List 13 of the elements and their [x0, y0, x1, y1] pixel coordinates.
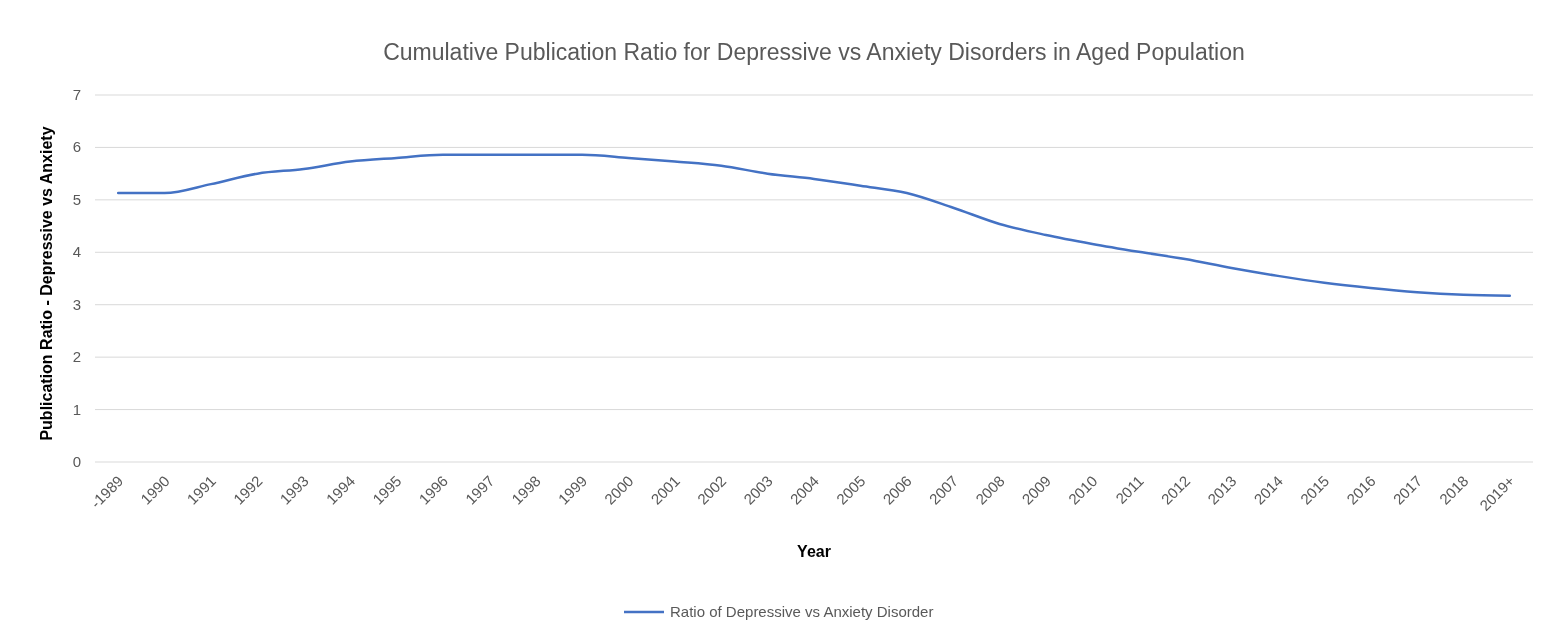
y-tick-label: 2 [72, 348, 82, 366]
y-tick-label: 6 [72, 138, 82, 156]
x-axis-title: Year [797, 543, 831, 560]
chart-title: Cumulative Publication Ratio for Depressive vs Anxiety Disorders in Aged Population [383, 39, 1245, 65]
y-tick-label: 3 [72, 295, 82, 313]
legend-label: Ratio of Depressive vs Anxiety Disorder [670, 603, 934, 620]
y-tick-label: 5 [72, 190, 82, 208]
y-tick-label: 7 [72, 86, 82, 103]
line-series [116, 153, 1512, 298]
y-axis-title: Publication Ratio - Depressive vs Anxiety [38, 126, 55, 441]
y-tick-label: 4 [72, 243, 82, 261]
y-tick-label: 1 [72, 400, 82, 418]
y-tick-label: 0 [72, 453, 82, 470]
